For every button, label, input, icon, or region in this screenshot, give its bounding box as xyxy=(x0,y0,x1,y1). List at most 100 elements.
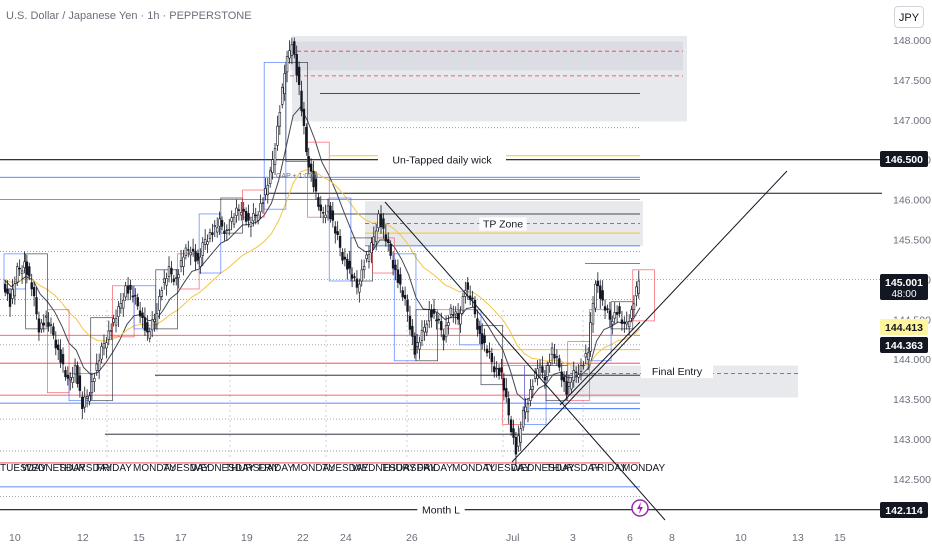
candle-body-60 xyxy=(148,331,151,339)
candle-body-14 xyxy=(37,318,41,333)
candle-body-43 xyxy=(107,330,110,340)
candle-body-44 xyxy=(110,330,113,332)
candle-body-25 xyxy=(64,370,67,378)
structure-box-66 xyxy=(480,325,504,386)
candle-body-152 xyxy=(370,242,373,254)
candle-body-183 xyxy=(444,325,448,338)
candle-body-18 xyxy=(47,322,50,327)
candle-body-243 xyxy=(589,322,592,352)
price-tick-10: 143.000 xyxy=(893,434,931,446)
candle-body-145 xyxy=(353,276,356,278)
candle-body-41 xyxy=(102,342,106,349)
day-label-11: WEDNESDAY xyxy=(352,463,416,474)
candle-body-104 xyxy=(254,214,257,217)
candle-body-173 xyxy=(420,330,424,341)
alert-marker[interactable] xyxy=(631,499,649,517)
candle-body-69 xyxy=(170,267,173,275)
candle-body-136 xyxy=(331,210,335,221)
zones-layer xyxy=(290,36,798,398)
candle-body-150 xyxy=(365,254,368,259)
day-label-15: TUESDAY xyxy=(484,463,531,474)
price-tick-11: 142.500 xyxy=(893,474,931,486)
time-tick-10: 6 xyxy=(627,532,633,544)
structure-box-57 xyxy=(415,309,438,362)
candle-body-252 xyxy=(611,321,614,325)
candle-body-203 xyxy=(493,366,496,373)
candle-body-182 xyxy=(442,334,445,341)
candle-body-46 xyxy=(114,317,118,326)
candle-body-169 xyxy=(411,325,414,337)
candle-body-170 xyxy=(413,336,416,355)
day-label-13: FRIDAY xyxy=(417,463,453,474)
candle-body-231 xyxy=(560,371,563,381)
candle-body-70 xyxy=(172,278,176,282)
candle-body-117 xyxy=(285,56,289,73)
candle-body-197 xyxy=(478,325,481,334)
trendlines-layer xyxy=(384,170,788,521)
day-label-2: THURSDAY xyxy=(58,463,113,474)
candle-body-246 xyxy=(596,280,600,287)
candle-body-40 xyxy=(100,346,103,360)
candle-body-258 xyxy=(625,321,628,325)
candle-body-166 xyxy=(403,295,407,299)
moving-averages xyxy=(3,106,641,401)
candle-body-45 xyxy=(112,318,115,323)
time-axis[interactable]: 10 12 15 17 19 22 24 26 Jul 3 6 8 10 13 15 xyxy=(0,524,932,550)
annotation-label-2: Final Entry xyxy=(652,366,703,378)
candle-body-242 xyxy=(587,352,590,361)
structure-box-27 xyxy=(198,213,222,274)
candle-body-162 xyxy=(394,264,397,271)
annotation-backing-0 xyxy=(378,153,506,167)
candle-body-95 xyxy=(232,216,236,225)
candle-body-196 xyxy=(476,318,479,330)
candle-body-190 xyxy=(461,296,465,311)
candle-body-261 xyxy=(632,303,636,311)
candle-body-93 xyxy=(228,229,231,231)
candle-body-22 xyxy=(57,344,60,350)
candle-body-115 xyxy=(281,87,284,105)
candle-body-159 xyxy=(387,239,390,243)
day-label-7: THURSDAY xyxy=(225,463,280,474)
candle-body-75 xyxy=(184,247,188,256)
candle-body-230 xyxy=(558,358,561,368)
candle-body-17 xyxy=(44,315,48,318)
candle-body-223 xyxy=(541,366,544,373)
day-label-17: THURSDAY xyxy=(546,463,601,474)
candle-body-113 xyxy=(276,125,279,146)
candle-body-99 xyxy=(242,208,245,212)
annotation-backing-2 xyxy=(640,365,714,379)
candle-body-234 xyxy=(567,382,571,387)
day-label-8: FRIDAY xyxy=(258,463,294,474)
candle-body-192 xyxy=(466,282,469,290)
day-label-10: TUESDAY xyxy=(322,463,369,474)
candle-body-153 xyxy=(372,236,375,245)
candle-body-184 xyxy=(447,322,450,326)
candle-body-109 xyxy=(266,184,269,196)
candle-body-13 xyxy=(35,297,38,315)
symbol-title[interactable]: U.S. Dollar / Japanese Yen · 1h · PEPPER… xyxy=(6,10,252,22)
candle-body-180 xyxy=(437,318,441,321)
candle-body-21 xyxy=(54,339,57,349)
candle-body-28 xyxy=(71,376,74,383)
candle-body-186 xyxy=(452,314,455,316)
candle-body-135 xyxy=(329,205,332,220)
candle-body-67 xyxy=(165,278,168,286)
currency-button[interactable]: JPY xyxy=(894,6,924,28)
candle-body-164 xyxy=(399,274,402,285)
candle-body-178 xyxy=(432,308,436,314)
candle-body-204 xyxy=(495,367,498,370)
candle-body-221 xyxy=(536,368,539,379)
structure-box-81 xyxy=(589,309,612,362)
candle-body-127 xyxy=(309,163,313,172)
candle-body-131 xyxy=(319,204,322,212)
candle-body-68 xyxy=(167,266,171,278)
price-tick-5: 145.500 xyxy=(893,235,931,247)
price-label-bg-4 xyxy=(880,502,928,518)
candle-body-86 xyxy=(211,232,214,236)
day-label-5: TUESDAY xyxy=(163,463,210,474)
candle-body-222 xyxy=(538,364,542,368)
annotation-label-3: Month L xyxy=(422,505,460,517)
candle-body-158 xyxy=(384,234,388,242)
candle-body-74 xyxy=(182,256,185,267)
